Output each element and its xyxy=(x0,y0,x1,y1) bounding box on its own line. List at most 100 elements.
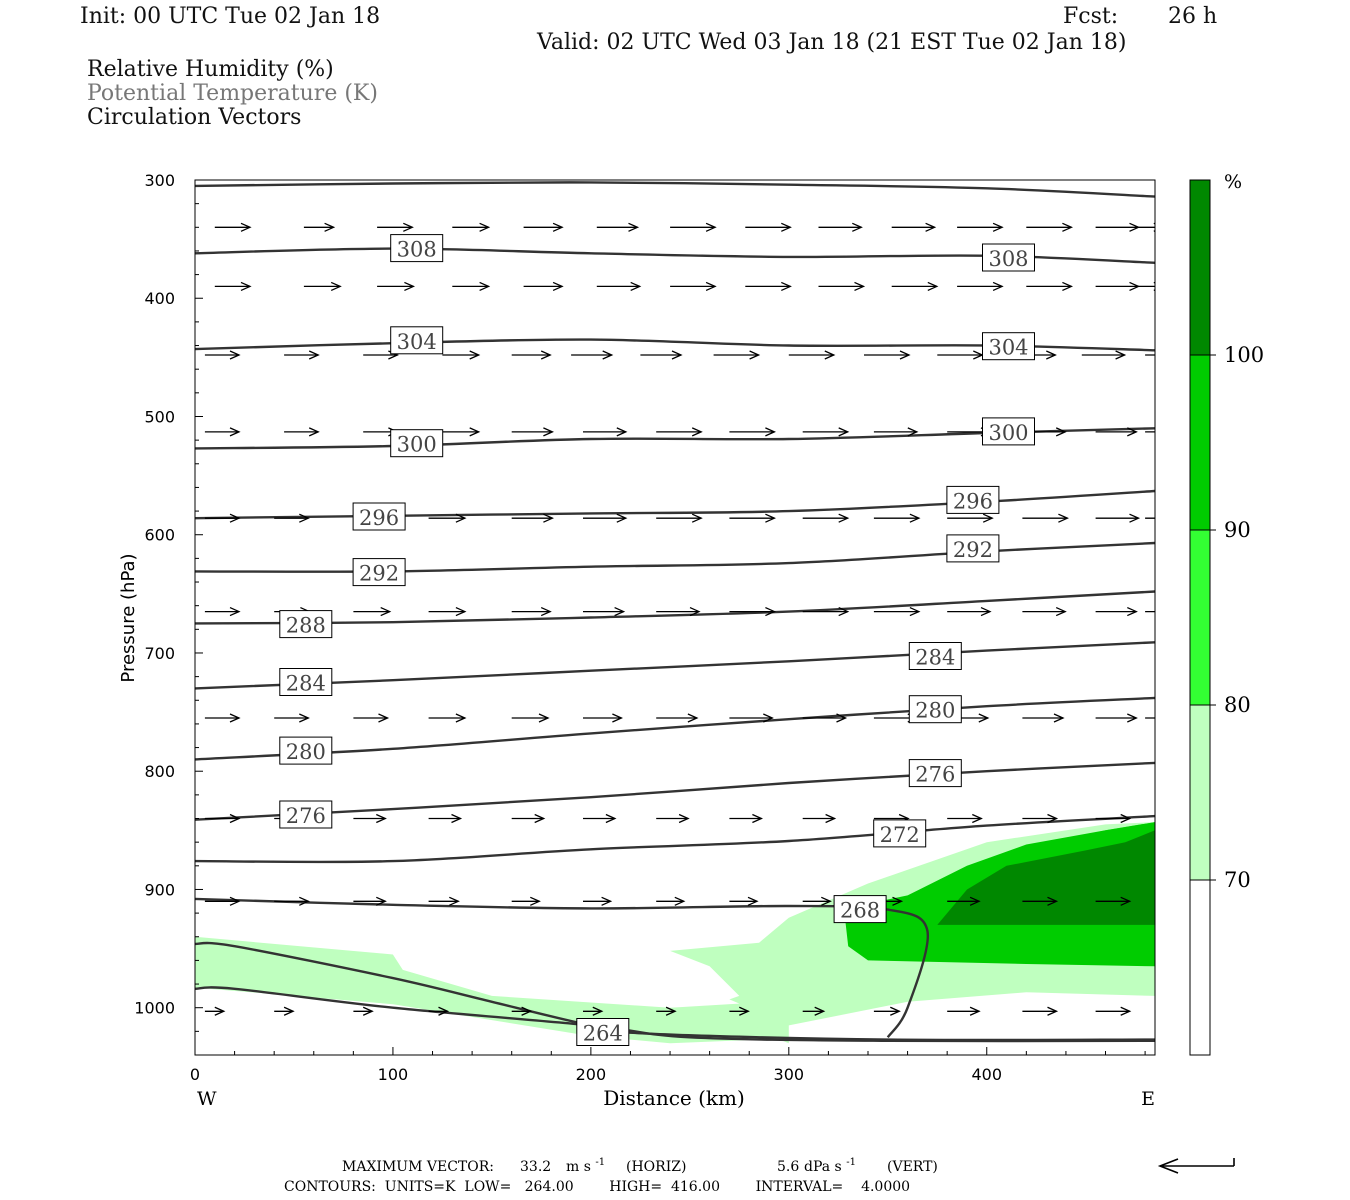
colorbar-label: 70 xyxy=(1224,868,1251,892)
circulation-vector xyxy=(745,222,792,232)
contour-label-304: 304 xyxy=(982,332,1035,361)
circulation-vector xyxy=(274,896,310,906)
theta-contour-292 xyxy=(195,541,1155,573)
y-tick-label: 800 xyxy=(144,762,175,781)
circulation-vector xyxy=(729,713,774,723)
x-tick-label: 100 xyxy=(378,1065,409,1084)
contour-label-304: 304 xyxy=(390,326,444,355)
circulation-vector xyxy=(670,222,717,232)
circulation-vector xyxy=(947,513,994,523)
circulation-vector xyxy=(583,896,613,906)
circulation-vector xyxy=(596,222,640,232)
svg-text:264: 264 xyxy=(583,1022,623,1046)
circulation-vector xyxy=(1095,606,1138,617)
circulation-vector xyxy=(511,606,552,617)
circulation-vector xyxy=(802,606,850,617)
colorbar-segment xyxy=(1190,355,1210,530)
circulation-vector xyxy=(428,713,467,723)
plot-frame xyxy=(194,179,1156,1056)
circulation-vector xyxy=(204,350,241,360)
contour-label-276: 276 xyxy=(908,759,962,788)
circulation-vector xyxy=(1081,350,1127,360)
svg-text:284: 284 xyxy=(915,646,955,670)
theta-contour-272 xyxy=(195,814,1155,864)
svg-text:276: 276 xyxy=(915,763,955,787)
circulation-vector xyxy=(583,427,628,437)
circulation-vector xyxy=(729,427,777,437)
contour-label-272: 272 xyxy=(873,819,927,848)
y-tick-label: 1000 xyxy=(134,999,175,1018)
field-relative-humidity: Relative Humidity (%) xyxy=(87,57,334,82)
svg-text:276: 276 xyxy=(286,804,326,828)
circulation-vector xyxy=(873,1006,901,1016)
theta-contour-296 xyxy=(195,489,1155,520)
circulation-vector xyxy=(571,350,614,360)
circulation-vector xyxy=(204,713,241,723)
circulation-vector xyxy=(957,222,1004,232)
circulation-vector xyxy=(303,281,342,292)
circulation-vector xyxy=(788,350,836,360)
contour-label-296: 296 xyxy=(946,485,1000,514)
circulation-vector xyxy=(204,896,241,906)
reference-vector-arrow xyxy=(1157,1158,1235,1174)
circulation-vectors xyxy=(204,222,1155,1016)
init-time: Init: 00 UTC Tue 02 Jan 18 xyxy=(80,4,381,29)
circulation-vector xyxy=(802,713,848,723)
circulation-vector xyxy=(656,713,699,723)
circulation-vector xyxy=(656,1006,677,1016)
circulation-vector xyxy=(353,896,387,906)
circulation-vector xyxy=(640,350,683,360)
contour-label-276: 276 xyxy=(279,800,333,829)
circulation-vector xyxy=(204,606,241,617)
contour-label-300: 300 xyxy=(390,429,444,458)
y-tick-label: 700 xyxy=(144,644,175,663)
svg-text:308: 308 xyxy=(397,238,437,262)
circulation-vector xyxy=(1022,896,1059,906)
x-axis-title: Distance (km) xyxy=(603,1086,745,1110)
svg-text:284: 284 xyxy=(286,672,326,696)
colorbar-label: 90 xyxy=(1224,518,1251,542)
circulation-vector xyxy=(428,606,467,617)
circulation-vector xyxy=(656,427,703,437)
circulation-vector xyxy=(353,813,387,824)
circulation-vector xyxy=(802,427,850,437)
svg-text:308: 308 xyxy=(988,247,1028,271)
circulation-vector xyxy=(511,427,555,437)
circulation-vector xyxy=(583,513,628,523)
circulation-vector xyxy=(656,813,690,824)
svg-text:268: 268 xyxy=(840,899,880,923)
circulation-vector xyxy=(511,813,546,824)
circulation-vector xyxy=(818,222,863,232)
contour-label-264: 264 xyxy=(576,1018,630,1046)
colorbar: 70 80 90 100 xyxy=(1189,179,1264,1056)
circulation-vector xyxy=(428,813,463,824)
circulation-vector xyxy=(511,713,550,723)
circulation-vector xyxy=(802,896,832,906)
contour-label-268: 268 xyxy=(833,895,887,924)
circulation-vector xyxy=(583,713,624,723)
circulation-vector xyxy=(452,281,491,292)
circulation-vector xyxy=(1095,281,1141,292)
circulation-vector xyxy=(1095,713,1138,723)
circulation-vector xyxy=(428,896,460,906)
circulation-vector xyxy=(204,1006,226,1016)
circulation-vector xyxy=(947,606,992,617)
colorbar-segment xyxy=(1190,880,1210,1055)
colorbar-segment xyxy=(1190,180,1210,355)
circulation-vector xyxy=(442,427,481,437)
circulation-vector xyxy=(670,281,717,292)
valid-time: Valid: 02 UTC Wed 03 Jan 18 (21 EST Tue … xyxy=(537,30,1127,55)
circulation-vector xyxy=(802,1006,826,1016)
circulation-vector xyxy=(947,1006,981,1016)
y-tick-label: 900 xyxy=(144,880,175,899)
circulation-vector xyxy=(1026,222,1074,232)
circulation-vector xyxy=(353,713,390,723)
svg-text:272: 272 xyxy=(880,823,920,847)
circulation-vector xyxy=(873,606,921,617)
y-tick-label: 600 xyxy=(144,526,175,545)
svg-text:280: 280 xyxy=(915,699,955,723)
circulation-vector xyxy=(1095,813,1132,824)
x-tick-label: 400 xyxy=(971,1065,1002,1084)
circulation-vector xyxy=(274,713,310,723)
circulation-vector xyxy=(511,350,552,360)
